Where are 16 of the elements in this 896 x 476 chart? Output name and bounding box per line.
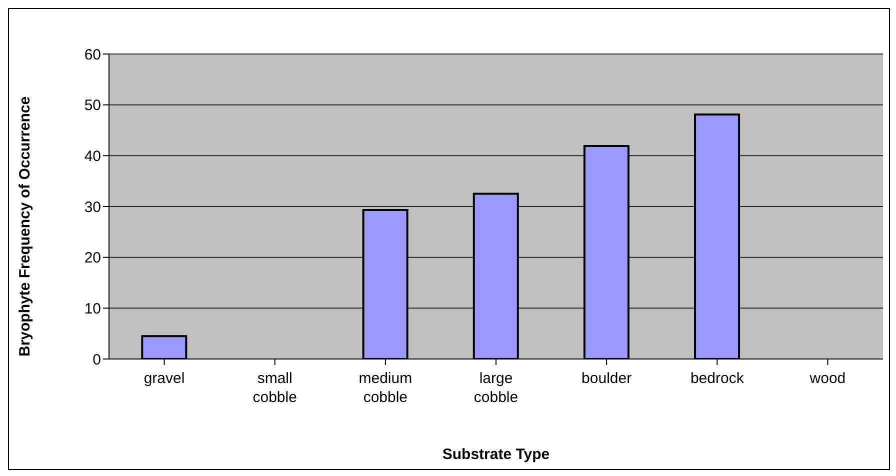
y-tick-label: 40 xyxy=(84,148,101,165)
x-tick-label: large cobble xyxy=(474,370,518,406)
x-tick-label: gravel xyxy=(144,370,185,387)
y-tick-label: 0 xyxy=(92,351,101,368)
y-axis-title: Bryophyte Frequency of Occurrence xyxy=(16,96,34,356)
x-tick-label: medium cobble xyxy=(358,370,412,406)
y-tick-label: 20 xyxy=(84,250,101,267)
x-tick-label: boulder xyxy=(582,370,632,387)
x-tick-label: bedrock xyxy=(690,370,744,387)
y-tick-label: 50 xyxy=(84,97,101,114)
x-tick-label: wood xyxy=(808,370,846,387)
x-tick-label: small cobble xyxy=(252,370,297,406)
y-tick-label: 30 xyxy=(84,198,101,216)
y-tick-label: 60 xyxy=(84,46,101,64)
x-axis-title: Substrate Type xyxy=(442,446,550,463)
y-tick-label: 10 xyxy=(84,300,101,318)
